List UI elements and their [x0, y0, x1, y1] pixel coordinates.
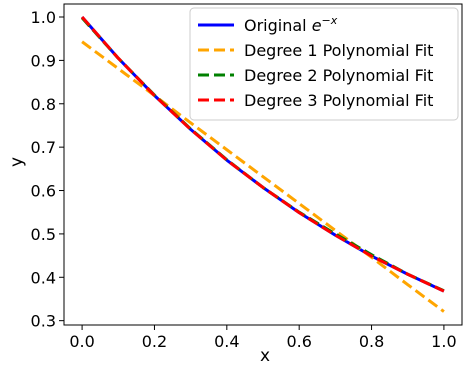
series-line-2: [81, 40, 445, 313]
y-tick-label: 0.3: [31, 312, 56, 331]
y-tick-label: 0.9: [31, 51, 56, 70]
x-axis-ticks: 0.0 0.2 0.4 0.6 0.8 1.0: [69, 325, 457, 351]
legend: Original e−x Degree 1 Polynomial Fit Degre…: [189, 7, 459, 121]
y-tick-label: 0.5: [31, 225, 56, 244]
x-tick-label: 0.0: [69, 332, 94, 351]
x-tick-label: 1.0: [431, 332, 456, 351]
y-tick-label: 1.0: [31, 8, 56, 27]
x-tick-label: 0.4: [214, 332, 239, 351]
legend-label-3: Degree 2 Polynomial Fit: [244, 66, 433, 85]
series-line-4: [80, 16, 445, 293]
y-axis-ticks: 0.3 0.4 0.5 0.6 0.7 0.8 0.9 1.0: [31, 8, 64, 331]
y-tick-label: 0.6: [31, 182, 56, 201]
y-axis-label: y: [7, 157, 27, 167]
x-tick-label: 0.6: [286, 332, 311, 351]
legend-label-2: Degree 1 Polynomial Fit: [244, 41, 433, 60]
x-tick-label: 0.2: [142, 332, 167, 351]
y-tick-label: 0.8: [31, 95, 56, 114]
y-tick-label: 0.7: [31, 138, 56, 157]
y-tick-label: 0.4: [31, 268, 56, 287]
legend-label-1: Original e−x: [244, 14, 338, 35]
series-layer: [80, 16, 445, 313]
plot-frame: [63, 3, 463, 326]
x-axis-label: x: [260, 346, 270, 366]
legend-box: [189, 7, 459, 121]
x-tick-label: 0.8: [359, 332, 384, 351]
legend-label-4: Degree 3 Polynomial Fit: [244, 91, 433, 110]
